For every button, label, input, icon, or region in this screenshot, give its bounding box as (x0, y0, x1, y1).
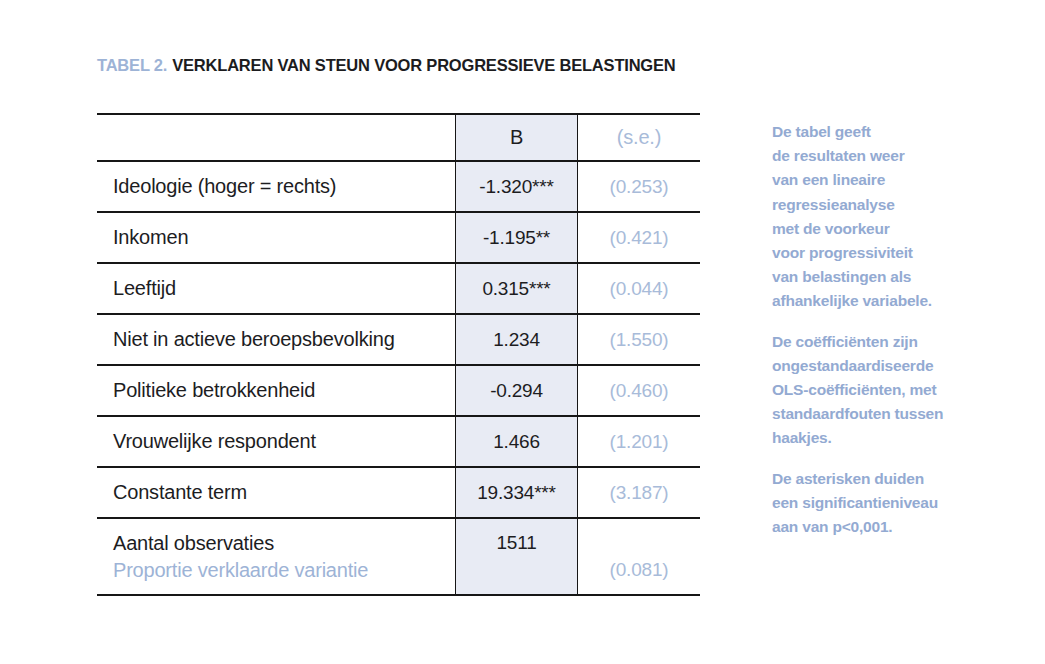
header-empty-cell (97, 115, 455, 160)
standard-error-value: (3.187) (578, 468, 700, 517)
row-label: Constante term (97, 468, 455, 517)
table-header-row: B (s.e.) (97, 115, 700, 162)
row-label: Inkomen (97, 213, 455, 262)
variance-value: (0.081) (578, 519, 700, 594)
table-row-constante: Constante term 19.334*** (3.187) (97, 468, 700, 519)
coefficient-value: 0.315*** (455, 264, 578, 313)
table-footer-row: Aantal observaties Proportie verklaarde … (97, 519, 700, 594)
table-row-leeftijd: Leeftijd 0.315*** (0.044) (97, 264, 700, 315)
table-row-inkomen: Inkomen -1.195** (0.421) (97, 213, 700, 264)
note-significance-description: De asterisken duiden een significantieni… (772, 467, 972, 540)
standard-error-value: (1.201) (578, 417, 700, 466)
table-row-beroepsbevolking: Niet in actieve beroepsbevolking 1.234 (… (97, 315, 700, 366)
standard-error-value: (0.044) (578, 264, 700, 313)
observations-label: Aantal observaties (113, 530, 274, 557)
coefficient-value: -0.294 (455, 366, 578, 415)
standard-error-value: (0.460) (578, 366, 700, 415)
standard-error-value: (0.421) (578, 213, 700, 262)
row-label: Leeftijd (97, 264, 455, 313)
row-label: Politieke betrokkenheid (97, 366, 455, 415)
table-row-ideologie: Ideologie (hoger = rechts) -1.320*** (0.… (97, 162, 700, 213)
table-title-text: VERKLAREN VAN STEUN VOOR PROGRESSIEVE BE… (172, 56, 675, 74)
standard-error-value: (1.550) (578, 315, 700, 364)
variance-label: Proportie verklaarde variantie (113, 557, 368, 584)
regression-table: B (s.e.) Ideologie (hoger = rechts) -1.3… (97, 113, 700, 596)
table-title: TABEL 2. VERKLAREN VAN STEUN VOOR PROGRES… (97, 56, 676, 75)
coefficient-value: -1.320*** (455, 162, 578, 211)
report-page: TABEL 2. VERKLAREN VAN STEUN VOOR PROGRES… (0, 0, 1045, 664)
table-row-respondent: Vrouwelijke respondent 1.466 (1.201) (97, 417, 700, 468)
note-coefficients-description: De coëfficiënten zijn ongestandaardiseer… (772, 330, 972, 451)
coefficient-value: 1.234 (455, 315, 578, 364)
footer-labels: Aantal observaties Proportie verklaarde … (97, 519, 455, 594)
observations-value: 1511 (455, 519, 578, 594)
row-label: Vrouwelijke respondent (97, 417, 455, 466)
table-number-label: TABEL 2. (97, 56, 167, 74)
coefficient-value: 1.466 (455, 417, 578, 466)
table-row-betrokkenheid: Politieke betrokkenheid -0.294 (0.460) (97, 366, 700, 417)
standard-error-value: (0.253) (578, 162, 700, 211)
row-label: Niet in actieve beroepsbevolking (97, 315, 455, 364)
coefficient-value: 19.334*** (455, 468, 578, 517)
table-notes: De tabel geeft de resultaten weer van ee… (772, 120, 972, 555)
note-regression-description: De tabel geeft de resultaten weer van ee… (772, 120, 972, 314)
row-label: Ideologie (hoger = rechts) (97, 162, 455, 211)
header-standard-error-cell: (s.e.) (578, 115, 700, 160)
coefficient-value: -1.195** (455, 213, 578, 262)
header-coefficient-cell: B (455, 115, 578, 160)
